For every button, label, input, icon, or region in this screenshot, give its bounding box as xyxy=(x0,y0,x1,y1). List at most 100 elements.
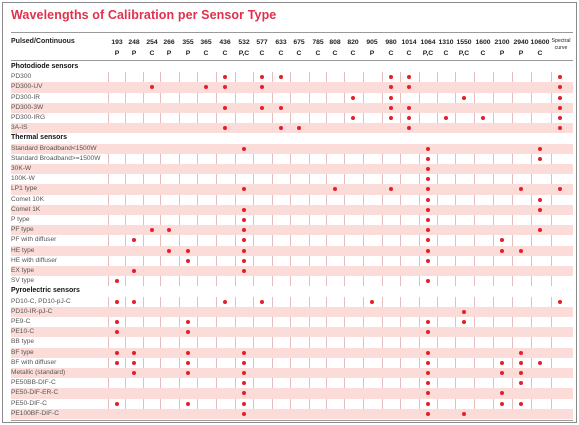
calibration-dot xyxy=(115,299,119,304)
calibration-dot xyxy=(426,320,430,324)
sensor-name: PD300-3W xyxy=(11,103,44,111)
column-separator xyxy=(108,62,109,419)
pulse-type-header-11: C xyxy=(315,50,321,57)
sensor-row: EX type xyxy=(11,266,573,277)
calibration-dot xyxy=(538,228,542,233)
pulse-type-header-4: P xyxy=(185,50,191,57)
calibration-dot xyxy=(558,75,562,80)
column-separator xyxy=(493,62,494,419)
pulse-type-header-14: P xyxy=(369,50,375,57)
calibration-dot xyxy=(389,95,393,100)
sensor-name: PE9-C xyxy=(11,318,31,325)
column-separator xyxy=(400,62,401,419)
calibration-dot xyxy=(186,350,190,355)
calibration-dot xyxy=(538,146,542,151)
wavelength-header-22: 2940 xyxy=(513,39,529,46)
pulse-type-header-17: P,C xyxy=(422,50,434,57)
calibration-dot xyxy=(260,85,264,90)
column-separator xyxy=(474,62,475,419)
calibration-dot xyxy=(115,360,119,365)
column-separator xyxy=(179,62,180,419)
sensor-name: BF type xyxy=(11,348,34,356)
calibration-dot xyxy=(260,105,264,110)
wavelength-header-9: 633 xyxy=(275,39,287,46)
sensor-row: Standard Broadband<1500W xyxy=(11,143,573,154)
calibration-dot xyxy=(558,116,562,120)
calibration-dot xyxy=(389,116,393,120)
sensor-row: BF type xyxy=(11,347,573,358)
column-separator xyxy=(326,62,327,419)
sensor-row: PE50-DIF-ER-C xyxy=(11,388,573,399)
pulse-type-header-15: C xyxy=(388,50,394,57)
calibration-dot xyxy=(132,238,136,243)
column-separator xyxy=(125,62,126,419)
section-header-row: Pyroelectric sensors xyxy=(11,286,573,297)
calibration-dot xyxy=(500,238,504,243)
calibration-dot xyxy=(426,391,430,396)
calibration-dot xyxy=(167,228,171,233)
section-title: Pyroelectric sensors xyxy=(11,287,80,295)
calibration-dot xyxy=(242,360,246,365)
pulse-type-header-3: P xyxy=(166,50,172,57)
calibration-dot xyxy=(426,156,430,161)
calibration-dot xyxy=(132,350,136,355)
wavelength-header-8: 577 xyxy=(256,39,268,46)
table-bottom-rule xyxy=(11,420,573,421)
calibration-dot xyxy=(389,105,393,110)
calibration-dot xyxy=(558,85,562,90)
sensor-name: Comet 10K xyxy=(11,195,44,203)
column-separator xyxy=(216,62,217,419)
calibration-dot xyxy=(132,299,136,304)
calibration-dot xyxy=(279,105,283,110)
pulse-type-header-18: C xyxy=(443,50,449,57)
calibration-dot xyxy=(426,411,430,416)
wavelength-header-7: 532 xyxy=(238,39,250,46)
sensor-name: PF with diffuser xyxy=(11,236,57,244)
calibration-dot xyxy=(132,371,136,375)
calibration-dot xyxy=(426,330,430,335)
wavelength-header-4: 355 xyxy=(182,39,194,46)
wavelength-header-2: 254 xyxy=(146,39,158,46)
calibration-dot xyxy=(407,75,411,80)
calibration-dot xyxy=(426,279,430,284)
calibration-dot xyxy=(115,350,119,355)
sensor-row: PD300-IRG xyxy=(11,113,573,123)
column-separator xyxy=(143,62,144,419)
section-header-row: Photodiode sensors xyxy=(11,62,573,73)
calibration-dot xyxy=(462,95,466,100)
calibration-dot xyxy=(333,187,337,192)
calibration-dot xyxy=(519,187,523,192)
calibration-dot xyxy=(223,105,227,110)
pulse-type-header-1: P xyxy=(131,50,137,57)
calibration-dot xyxy=(242,258,246,263)
wavelength-header-1: 248 xyxy=(128,39,140,46)
calibration-dot xyxy=(223,126,227,131)
calibration-dot xyxy=(538,197,542,202)
calibration-dot xyxy=(407,105,411,110)
sensor-row: PE9-C xyxy=(11,317,573,327)
calibration-dot xyxy=(558,95,562,100)
wavelength-header-15: 980 xyxy=(385,39,397,46)
calibration-dot xyxy=(223,85,227,90)
calibration-dot xyxy=(558,299,562,304)
sensor-row: 3A-IS xyxy=(11,123,573,134)
sensor-row: PE50BB-DIF-C xyxy=(11,378,573,388)
sensor-name: PD10-IR-pJ-C xyxy=(11,307,53,315)
pulse-type-header-5: C xyxy=(203,50,209,57)
sensor-name: PD10-C, PD10-pJ-C xyxy=(11,297,71,305)
sensor-name: PD300-IR xyxy=(11,93,40,101)
sensor-name: PD300-IRG xyxy=(11,114,46,121)
calibration-dot xyxy=(242,391,246,396)
sensor-name: 100K-W xyxy=(11,175,35,183)
wavelength-header-12: 808 xyxy=(329,39,341,46)
sensor-row: Comet 1K xyxy=(11,204,573,215)
calibration-dot xyxy=(351,95,355,100)
wavelength-header-23: 10600 xyxy=(530,39,550,46)
sensor-name: HE with diffuser xyxy=(11,256,58,264)
sensor-name: PE100BF-DIF-C xyxy=(11,409,59,417)
calibration-dot xyxy=(407,126,411,131)
calibration-dot xyxy=(242,146,246,151)
calibration-dot xyxy=(519,381,523,386)
calibration-dot xyxy=(242,401,246,406)
column-separator xyxy=(363,62,364,419)
